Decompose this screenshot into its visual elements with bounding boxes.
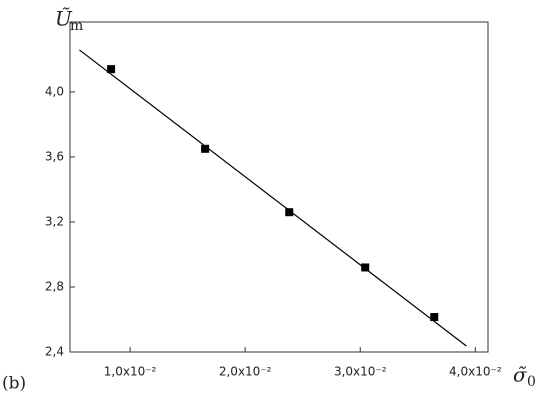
x-tick-label: 4,0x10⁻²: [449, 365, 502, 379]
data-point: [361, 263, 370, 272]
x-axis-title: σ̃: [513, 363, 528, 387]
y-tick-label: 4,0: [45, 84, 64, 98]
y-axis-title: Ũ: [55, 7, 73, 31]
data-point: [285, 208, 294, 217]
data-point: [107, 65, 116, 74]
data-point: [430, 313, 439, 322]
x-tick-label: 1,0x10⁻²: [104, 365, 157, 379]
plot-frame: [69, 21, 489, 353]
x-tick-label: 3,0x10⁻²: [334, 365, 387, 379]
x-axis-subscript: 0: [527, 374, 536, 390]
y-tick-label: 3,2: [45, 214, 64, 228]
panel-label: (b): [2, 374, 26, 394]
data-point: [201, 144, 210, 153]
y-tick-label: 2,8: [45, 279, 64, 293]
fit-line: [79, 49, 467, 347]
y-tick-label: 2,4: [45, 345, 64, 359]
y-axis-subscript: m: [70, 18, 83, 34]
x-tick-label: 2,0x10⁻²: [219, 365, 272, 379]
y-tick-label: 3,6: [45, 149, 64, 163]
